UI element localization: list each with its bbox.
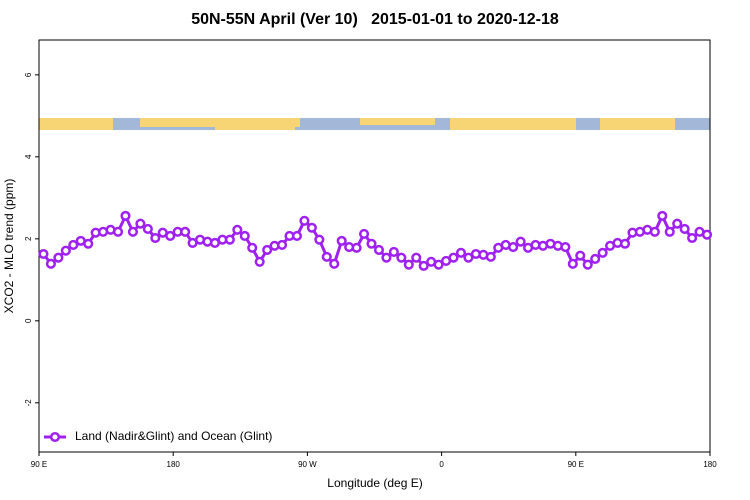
x-tick-label: 0	[439, 460, 444, 469]
x-tick-label: 90 E	[31, 460, 47, 469]
point	[321, 251, 332, 262]
point	[687, 232, 698, 244]
land-ocean-strip	[39, 118, 710, 130]
point	[463, 252, 474, 263]
point	[373, 244, 385, 255]
point	[448, 252, 459, 263]
point	[135, 218, 146, 229]
point	[388, 246, 399, 257]
chart-title: 50N-55N April (Ver 10) 2015-01-01 to 202…	[191, 11, 559, 28]
point	[262, 244, 273, 255]
point	[411, 252, 422, 263]
point	[664, 226, 675, 237]
y-tick-label: 0	[24, 318, 33, 323]
x-tick-label: 180	[167, 460, 181, 469]
point	[359, 228, 370, 239]
point	[83, 238, 94, 249]
point	[515, 236, 526, 247]
point	[455, 247, 467, 258]
point	[336, 235, 347, 246]
point	[45, 258, 56, 269]
point	[418, 260, 429, 271]
point	[299, 215, 310, 226]
point	[567, 258, 578, 269]
point	[314, 234, 325, 245]
y-axis-label: XCO2 - MLO trend (ppm)	[2, 179, 16, 314]
point	[254, 256, 265, 267]
point	[112, 226, 124, 237]
point	[60, 245, 71, 256]
legend-label: Land (Nadir&Glint) and Ocean (Glint)	[75, 429, 272, 443]
plot-frame	[38, 39, 711, 453]
point	[38, 248, 49, 260]
point	[649, 226, 660, 237]
y-tick-label: 6	[24, 72, 33, 77]
point	[485, 251, 496, 262]
legend-marker	[49, 431, 61, 443]
point	[291, 230, 303, 242]
x-tick-label: 180	[703, 460, 717, 469]
y-tick-label: 2	[24, 236, 33, 241]
point	[575, 250, 586, 261]
point	[679, 223, 690, 235]
point	[329, 258, 340, 269]
point	[247, 242, 258, 253]
point	[403, 259, 414, 270]
point	[597, 247, 608, 258]
legend: Land (Nadir&Glint) and Ocean (Glint)	[44, 429, 272, 443]
point	[53, 252, 64, 263]
point	[381, 252, 392, 263]
point	[224, 234, 235, 245]
point	[277, 239, 288, 251]
point	[396, 252, 407, 263]
point	[366, 238, 377, 249]
point	[508, 241, 519, 253]
point	[433, 259, 444, 270]
point	[590, 253, 601, 264]
point	[657, 210, 668, 221]
point	[672, 218, 683, 229]
y-tick-label: 4	[24, 154, 33, 159]
point	[68, 239, 79, 251]
point	[232, 224, 243, 235]
point	[120, 210, 131, 221]
point	[619, 238, 631, 249]
point	[142, 223, 153, 235]
point	[165, 230, 176, 242]
point	[351, 242, 362, 253]
point	[582, 259, 593, 270]
point	[239, 230, 250, 242]
point	[180, 226, 191, 237]
point	[150, 232, 161, 244]
x-tick-label: 90 W	[298, 460, 317, 469]
point	[560, 241, 571, 253]
x-tick-label: 90 E	[568, 460, 584, 469]
point	[701, 229, 713, 240]
point	[306, 222, 317, 233]
x-axis-label: Longitude (deg E)	[327, 476, 422, 490]
point	[127, 226, 138, 237]
y-tick-label: -2	[24, 399, 33, 407]
